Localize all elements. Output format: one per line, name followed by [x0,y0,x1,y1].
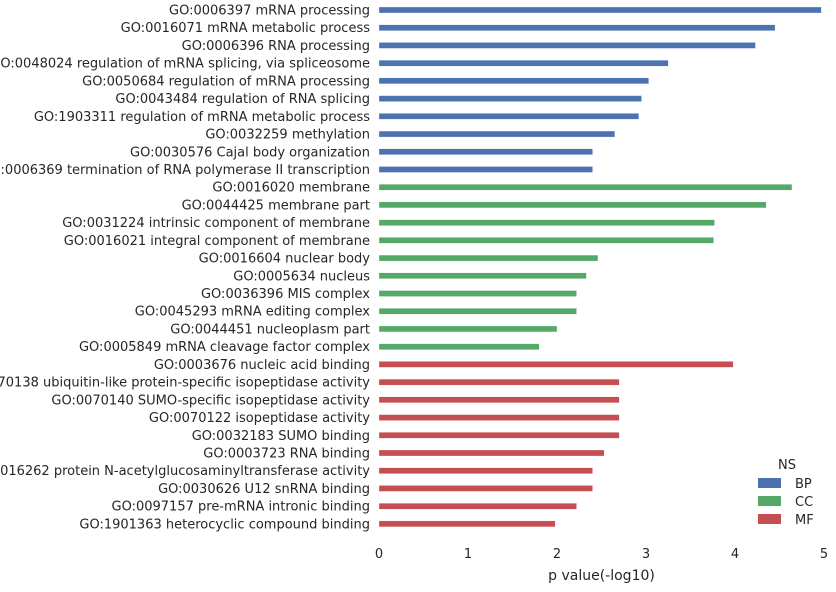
bar-mf [378,396,620,403]
x-tick-label: 0 [375,547,383,562]
category-label: GO:0070140 SUMO-specific isopeptidase ac… [51,393,370,408]
category-label: GO:0044451 nucleoplasm part [170,322,370,337]
category-label: GO:0036396 MIS complex [201,287,370,302]
category-label: GO:0016262 protein N-acetylglucosaminylt… [0,464,370,479]
category-label: GO:0030626 U12 snRNA binding [158,482,370,497]
category-label: GO:1901363 heterocyclic compound binding [79,517,370,532]
x-axis-ticks: 0 1 2 3 4 5 [375,547,828,562]
category-label: GO:0006396 RNA processing [182,39,370,54]
category-label: GO:0016071 mRNA metabolic process [121,21,371,36]
bar-cc [378,254,599,262]
category-label: GO:0048024 regulation of mRNA splicing, … [0,57,370,72]
bar-cc [378,325,558,333]
category-label: GO:0045293 mRNA editing complex [135,305,371,320]
category-label: GO:0031224 intrinsic component of membra… [62,216,370,231]
bar-bp [378,95,642,102]
category-label: GO:0006369 termination of RNA polymerase… [0,163,370,178]
bar-cc [378,272,587,279]
category-label: GO:0006397 mRNA processing [169,4,370,19]
bar-mf [378,414,620,421]
bar-mf [378,520,556,528]
legend-title: NS [778,458,796,473]
bar-bp [378,77,649,85]
category-label: GO:0003723 RNA binding [203,447,370,462]
bars-layer [378,6,822,528]
legend-swatch-cc [758,496,781,506]
bar-mf [378,503,577,510]
category-label: GO:0016021 integral component of membran… [64,234,370,249]
category-label: GO:0032259 methylation [205,128,370,143]
bar-bp [378,6,822,14]
legend-label-cc: CC [795,495,813,510]
bar-cc [378,237,714,244]
category-label: GO:0016020 membrane [212,181,370,196]
bar-bp [378,60,669,67]
legend-label-mf: MF [795,513,814,528]
bar-mf [378,378,620,386]
category-label: GO:0044425 membrane part [182,198,370,213]
category-label: GO:1903311 regulation of mRNA metabolic … [34,110,370,125]
bar-cc [378,343,540,350]
legend-swatch-bp [758,478,781,488]
bar-bp [378,130,616,138]
x-tick-label: 5 [820,547,828,562]
category-label: GO:0032183 SUMO binding [192,429,370,444]
bar-cc [378,308,577,315]
bar-cc [378,290,577,297]
x-tick-label: 2 [553,547,561,562]
legend-label-bp: BP [795,477,812,492]
category-label: GO:0016604 nuclear body [199,252,371,267]
category-label: GO:0030576 Cajal body organization [130,145,370,160]
category-label: GO:0070122 isopeptidase activity [149,411,370,426]
bar-mf [378,467,593,474]
bar-cc [378,201,767,209]
category-label: GO:0050684 regulation of mRNA processing [82,74,370,89]
category-label: GO:0097157 pre-mRNA intronic binding [112,500,370,515]
x-tick-label: 4 [731,547,739,562]
bar-mf [378,449,605,457]
bar-bp [378,24,776,31]
legend-entries: BP CC MF [758,477,814,528]
category-labels: GO:0006397 mRNA processing GO:0016071 mRN… [0,4,370,533]
bar-cc [378,184,793,191]
bar-mf [378,485,593,492]
x-axis-title: p value(-log10) [548,568,655,584]
bar-mf [378,361,734,368]
x-tick-label: 1 [464,547,472,562]
category-label: GO:0043484 regulation of RNA splicing [115,92,370,107]
legend: NS BP CC MF [758,458,814,528]
category-label: GO:0070138 ubiquitin-like protein-specif… [0,376,370,391]
bar-mf [378,432,620,439]
bar-bp [378,148,593,155]
legend-swatch-mf [758,514,781,524]
category-label: GO:0003676 nucleic acid binding [154,358,370,373]
x-tick-label: 3 [642,547,650,562]
category-label: GO:0005849 mRNA cleavage factor complex [79,340,370,355]
bar-bp [378,113,640,120]
category-label: GO:0005634 nucleus [233,269,370,284]
bar-cc [378,219,715,226]
bar-bp [378,42,756,49]
bar-bp [378,166,593,173]
